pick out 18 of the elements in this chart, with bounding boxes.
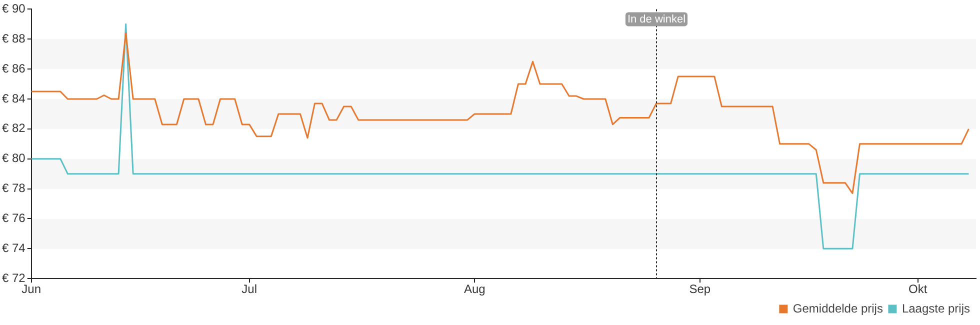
ref-line-label: In de winkel	[627, 14, 686, 26]
y-tick-label: € 80	[2, 151, 26, 166]
y-tick-label: € 78	[2, 181, 26, 196]
y-tick-label: € 74	[2, 240, 26, 255]
y-tick-label: € 76	[2, 211, 26, 226]
y-tick-label: € 88	[2, 31, 26, 46]
y-tick-label: € 82	[2, 121, 26, 136]
y-tick-label: € 72	[2, 270, 26, 285]
legend-label: Gemiddelde prijs	[792, 301, 883, 316]
x-tick-label: Okt	[908, 282, 928, 296]
x-tick-label: Jun	[22, 282, 42, 296]
y-tick-label: € 90	[2, 2, 26, 16]
x-tick-label: Aug	[464, 282, 486, 296]
x-tick-label: Jul	[242, 282, 258, 296]
legend-label: Laagste prijs	[902, 301, 970, 316]
y-tick-label: € 84	[2, 91, 26, 106]
x-tick-label: Sep	[689, 282, 711, 296]
y-tick-label: € 86	[2, 61, 26, 76]
